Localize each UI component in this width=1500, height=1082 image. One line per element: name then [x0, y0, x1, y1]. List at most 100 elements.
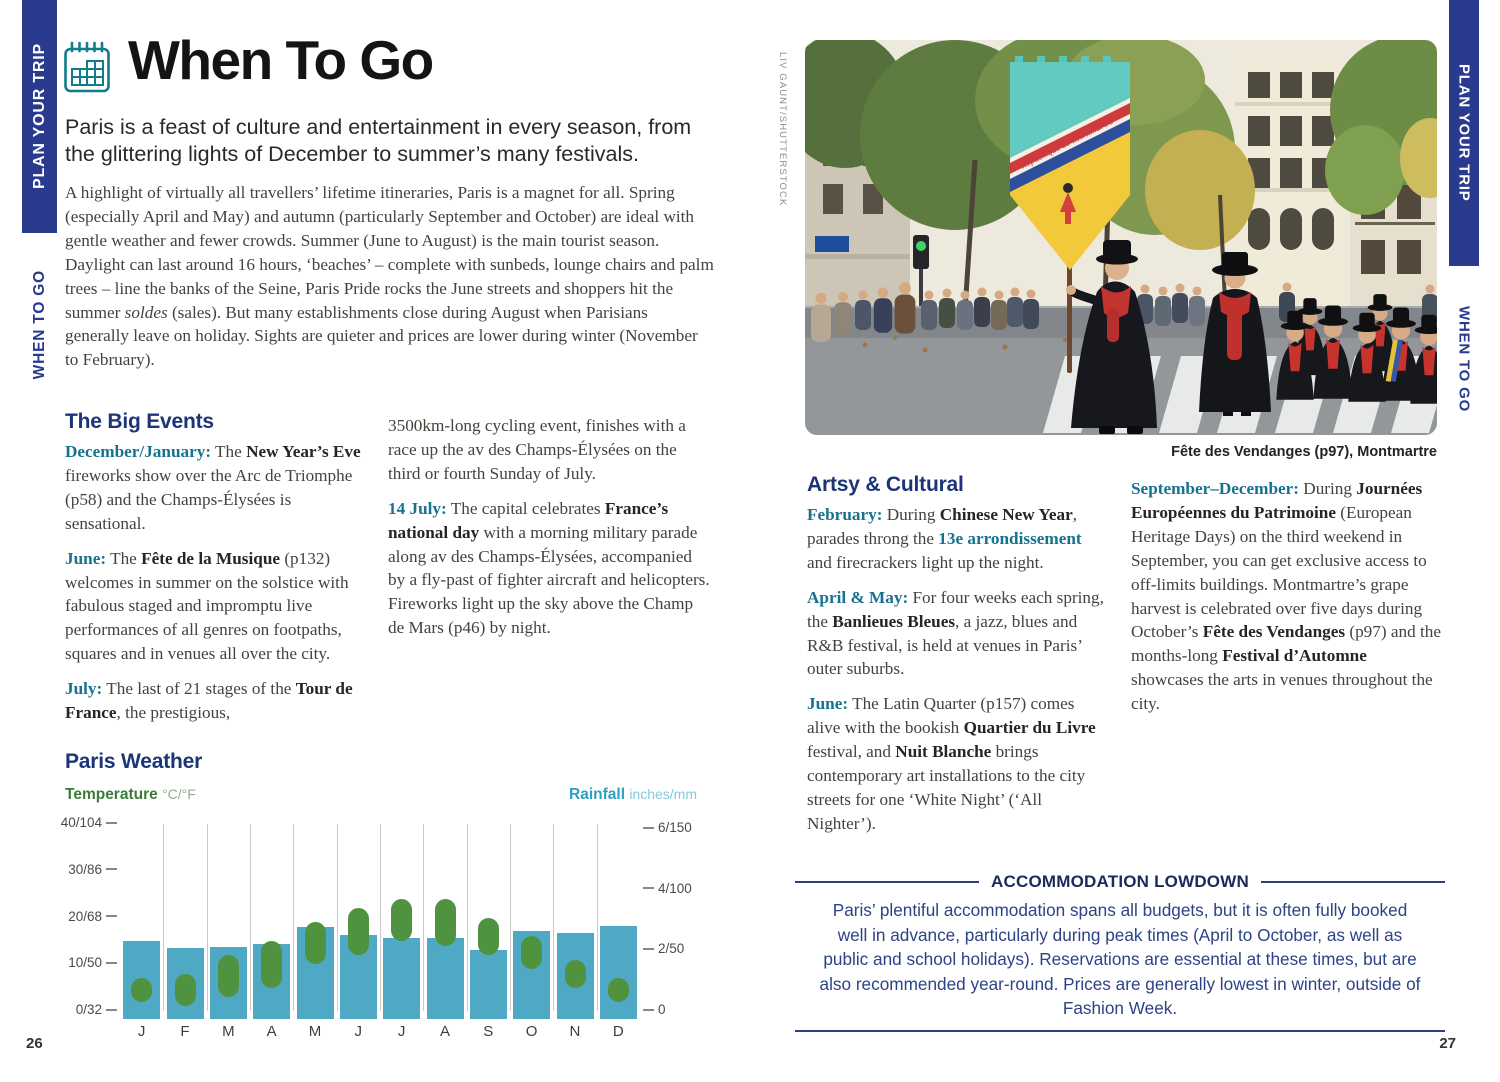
- tick-mark: [643, 947, 654, 950]
- month-gridline: [466, 824, 468, 1011]
- month-label-J: J: [354, 1023, 363, 1040]
- event-paragraph: 3500km-long cycling event, finishes with…: [388, 416, 686, 483]
- left-plan-your-trip-tab: PLAN YOUR TRIP: [22, 0, 57, 233]
- event-paragraph: June: The Latin Quarter (p157) comes ali…: [807, 694, 1096, 833]
- left-plan-your-trip-label: PLAN YOUR TRIP: [30, 43, 48, 190]
- month-label-J: J: [397, 1023, 406, 1040]
- temp-tick-30/86: 30/86: [68, 862, 117, 877]
- tick-mark: [106, 915, 117, 917]
- rain-tick-4/100: 4/100: [643, 881, 692, 896]
- right-plan-your-trip-tab: PLAN YOUR TRIP: [1449, 0, 1479, 266]
- month-label-M: M: [222, 1023, 235, 1040]
- month-gridline: [510, 824, 511, 1011]
- page-number-left: 26: [26, 1035, 43, 1052]
- left-when-to-go-tab: WHEN TO GO: [22, 250, 57, 400]
- banner-emblem: [1060, 183, 1076, 224]
- temp-tick-40/104: 40/104: [61, 815, 117, 830]
- tick-mark: [106, 821, 117, 824]
- big-events-col2: 3500km-long cycling event, finishes with…: [388, 414, 710, 651]
- rainfall-bar-D: [599, 926, 637, 1019]
- second-marcher: [1199, 252, 1271, 416]
- month-gridline: [423, 824, 425, 1011]
- artsy-cultural-heading: Artsy & Cultural: [807, 473, 964, 496]
- temp-tick-10/50: 10/50: [68, 955, 117, 970]
- month-gridline: [250, 824, 251, 1011]
- artsy-col1: February: During Chinese New Year, parad…: [807, 503, 1109, 847]
- temperature-range-O: [521, 936, 543, 969]
- right-when-to-go-label: WHEN TO GO: [1455, 305, 1473, 413]
- page-number-right: 27: [1439, 1035, 1456, 1052]
- rule-left: [795, 881, 980, 883]
- month-label-S: S: [483, 1023, 494, 1040]
- paris-weather-heading: Paris Weather: [65, 750, 203, 773]
- temperature-range-N: [564, 959, 586, 988]
- month-gridline: [163, 824, 165, 1011]
- temperature-range-M: [304, 922, 326, 965]
- month-label-A: A: [266, 1023, 277, 1040]
- chart-plot-area: [120, 824, 640, 1019]
- temperature-range-S: [477, 917, 499, 955]
- caped-marchers-group: [1276, 294, 1437, 404]
- month-label-D: D: [612, 1023, 624, 1040]
- month-gridline: [553, 824, 555, 1011]
- rainfall-bar-A: [426, 938, 464, 1019]
- event-paragraph: February: During Chinese New Year, parad…: [807, 505, 1082, 572]
- event-paragraph: December/January: The New Year’s Eve fir…: [65, 442, 361, 533]
- tick-mark: [643, 826, 654, 829]
- event-paragraph: September–December: During Journées Euro…: [1131, 479, 1441, 714]
- right-plan-your-trip-label: PLAN YOUR TRIP: [1455, 64, 1473, 202]
- event-paragraph: 14 July: The capital celebrates France’s…: [388, 498, 710, 638]
- banner-bearer: [1066, 240, 1157, 434]
- rainfall-legend: Rainfall inches/mm: [569, 786, 697, 803]
- month-gridline: [380, 824, 381, 1011]
- big-events-col1: December/January: The New Year’s Eve fir…: [65, 440, 370, 736]
- photo-caption: Fête des Vendanges (p97), Montmartre: [1171, 444, 1437, 460]
- tick-mark: [643, 1008, 654, 1011]
- banner-republique-de-montmartre: République de Montmartre: [1010, 56, 1130, 373]
- month-label-F: F: [180, 1023, 190, 1040]
- rain-tick-2/50: 2/50: [643, 941, 684, 956]
- calendar-icon: [64, 41, 110, 93]
- temperature-range-J: [391, 898, 413, 941]
- right-when-to-go-tab: WHEN TO GO: [1449, 284, 1479, 434]
- photo-credit: LIV GAUNT/SHUTTERSTOCK: [777, 52, 788, 207]
- intro-paragraph: A highlight of virtually all travellers’…: [65, 183, 714, 370]
- temperature-range-A: [261, 940, 283, 988]
- rain-tick-6/150: 6/150: [643, 820, 692, 835]
- temperature-range-J: [131, 978, 153, 1002]
- rule-right: [1260, 881, 1445, 883]
- accommodation-lowdown-box: ACCOMMODATION LOWDOWN: [795, 872, 1445, 892]
- month-gridline: [206, 824, 208, 1011]
- left-when-to-go-label: WHEN TO GO: [30, 270, 48, 380]
- temp-tick-20/68: 20/68: [68, 909, 117, 924]
- temperature-legend: Temperature °C/°F: [65, 786, 196, 803]
- temperature-range-J: [347, 908, 369, 955]
- temperature-range-A: [434, 898, 456, 946]
- month-gridline: [596, 824, 598, 1011]
- temp-tick-0/32: 0/32: [76, 1002, 117, 1017]
- month-label-A: A: [439, 1023, 450, 1040]
- month-label-N: N: [569, 1023, 581, 1040]
- tick-mark: [106, 1008, 117, 1011]
- event-paragraph: July: The last of 21 stages of the Tour …: [65, 679, 353, 723]
- temperature-range-D: [607, 978, 629, 1002]
- rain-tick-0: 0: [643, 1002, 666, 1017]
- temperature-range-M: [217, 954, 239, 997]
- event-paragraph: April & May: For four weeks each spring,…: [807, 587, 1104, 679]
- big-events-heading: The Big Events: [65, 410, 214, 433]
- temperature-axis: 40/104 30/86 20/68 10/50 0/32: [61, 815, 117, 1017]
- weather-chart: Temperature °C/°F Rainfall inches/mm 40/…: [61, 786, 713, 1052]
- accommodation-lowdown-title: ACCOMMODATION LOWDOWN: [991, 872, 1249, 891]
- page-title: When To Go: [128, 29, 434, 91]
- month-label-J: J: [137, 1023, 146, 1040]
- standfirst: Paris is a feast of culture and entertai…: [65, 115, 692, 167]
- tick-mark: [106, 868, 117, 871]
- rainfall-bar-S: [469, 950, 507, 1019]
- month-gridline: [293, 824, 295, 1011]
- temperature-range-F: [174, 973, 196, 1007]
- tick-mark: [106, 961, 117, 964]
- artsy-col2: September–December: During Journées Euro…: [1131, 477, 1441, 727]
- bottom-rule: [795, 1030, 1445, 1032]
